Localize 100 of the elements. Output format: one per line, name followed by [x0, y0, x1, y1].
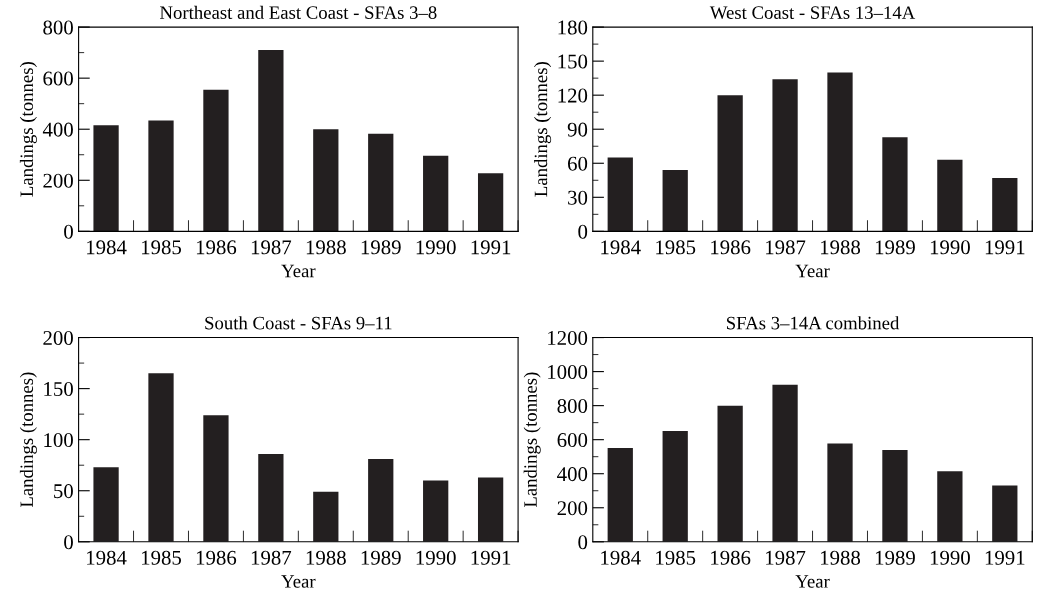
y-tick-label: 50	[54, 484, 73, 499]
y-tick-label: 150	[44, 381, 73, 397]
x-tick-label: 1986	[196, 240, 237, 255]
bar	[368, 459, 394, 542]
bar	[992, 485, 1018, 542]
bar	[148, 373, 174, 542]
bar	[607, 448, 633, 542]
chart-title: SFAs 3–14A combined	[726, 316, 900, 330]
y-tick-label: 100	[44, 433, 73, 448]
x-tick-label: 1990	[416, 240, 456, 255]
y-tick-label: 1200	[548, 330, 588, 345]
x-tick-label: 1987	[766, 550, 806, 565]
x-tick-label: 1986	[711, 240, 751, 255]
x-tick-label: 1988	[306, 240, 346, 255]
x-tick-label: 1989	[361, 240, 401, 255]
bar	[607, 157, 633, 232]
bar	[313, 491, 339, 542]
y-tick-label: 400	[557, 467, 588, 482]
bar	[772, 79, 798, 232]
y-tick-label: 400	[42, 122, 73, 137]
y-tick-label: 180	[558, 20, 588, 35]
bar	[203, 415, 229, 542]
bar	[662, 170, 688, 232]
y-tick-label: 120	[558, 88, 588, 103]
bar	[937, 159, 963, 232]
y-tick-label: 150	[558, 54, 588, 69]
x-tick-label: 1991	[985, 240, 1025, 255]
x-tick-label: 1990	[930, 240, 970, 255]
x-axis-title: Year	[795, 264, 830, 278]
x-tick-label: 1991	[471, 550, 511, 565]
y-axis-title: Landings (tonnes)	[19, 372, 37, 508]
x-tick-label: 1985	[142, 550, 182, 565]
x-tick-label: 1984	[87, 550, 127, 565]
y-tick-label: 30	[568, 190, 588, 205]
bar	[148, 120, 174, 232]
bar	[827, 443, 853, 542]
bar	[992, 178, 1018, 232]
x-tick-label: 1988	[821, 550, 861, 565]
x-tick-label: 1991	[985, 550, 1025, 565]
bar	[477, 173, 504, 232]
bar	[313, 129, 339, 232]
y-tick-label: 800	[43, 20, 73, 35]
x-tick-label: 1985	[142, 240, 182, 255]
bar	[717, 405, 743, 542]
x-tick-label: 1989	[875, 550, 915, 565]
x-tick-label: 1986	[711, 550, 751, 565]
y-tick-label: 0	[64, 224, 73, 239]
x-tick-label: 1984	[601, 240, 641, 255]
x-tick-label: 1984	[601, 550, 641, 565]
x-tick-label: 1987	[251, 550, 292, 565]
bar	[477, 477, 504, 542]
bar	[662, 430, 688, 542]
x-tick-label: 1986	[196, 550, 237, 565]
y-tick-label: 200	[43, 330, 73, 345]
x-tick-label: 1988	[821, 240, 861, 255]
y-tick-label: 200	[557, 501, 588, 516]
x-tick-label: 1989	[875, 240, 915, 255]
bar	[258, 453, 284, 542]
bar	[93, 125, 119, 232]
y-tick-label: 0	[578, 224, 588, 239]
bar	[423, 155, 449, 232]
bar	[423, 480, 449, 542]
y-tick-label: 600	[43, 71, 73, 86]
x-tick-label: 1985	[656, 240, 696, 255]
chart-title: West Coast - SFAs 13–14A	[709, 6, 916, 20]
y-axis-title: Landings (tonnes)	[19, 62, 37, 197]
bar	[937, 471, 963, 542]
bar	[93, 467, 119, 542]
bar	[882, 137, 908, 232]
x-tick-label: 1985	[656, 550, 696, 565]
bar	[258, 50, 284, 232]
bar	[203, 89, 229, 232]
bar	[368, 133, 394, 232]
y-tick-label: 0	[64, 535, 73, 550]
chart-title: South Coast - SFAs 9–11	[205, 316, 392, 330]
x-tick-label: 1988	[306, 550, 346, 565]
x-axis-title: Year	[281, 264, 316, 278]
y-axis-title: Landings (tonnes)	[523, 372, 541, 508]
y-tick-label: 1000	[548, 364, 588, 380]
x-tick-label: 1989	[361, 550, 401, 565]
y-tick-label: 200	[43, 173, 73, 188]
y-tick-label: 600	[557, 433, 588, 448]
bar	[827, 72, 853, 232]
x-tick-label: 1987	[766, 240, 806, 255]
y-tick-label: 60	[568, 156, 588, 171]
y-axis-title: Landings (tonnes)	[534, 62, 552, 197]
bar	[882, 450, 908, 542]
x-tick-label: 1984	[87, 240, 127, 255]
chart-title: Northeast and East Coast - SFAs 3–8	[160, 5, 437, 19]
y-tick-label: 90	[567, 122, 588, 137]
x-axis-title: Year	[795, 575, 830, 588]
x-axis-title: Year	[281, 575, 316, 588]
x-tick-label: 1987	[251, 240, 292, 255]
y-tick-label: 0	[578, 535, 588, 550]
y-tick-label: 800	[557, 399, 588, 414]
x-tick-label: 1990	[930, 550, 970, 565]
x-tick-label: 1991	[471, 240, 511, 255]
x-tick-label: 1990	[416, 550, 456, 565]
bar	[772, 384, 798, 542]
bar	[717, 95, 743, 232]
